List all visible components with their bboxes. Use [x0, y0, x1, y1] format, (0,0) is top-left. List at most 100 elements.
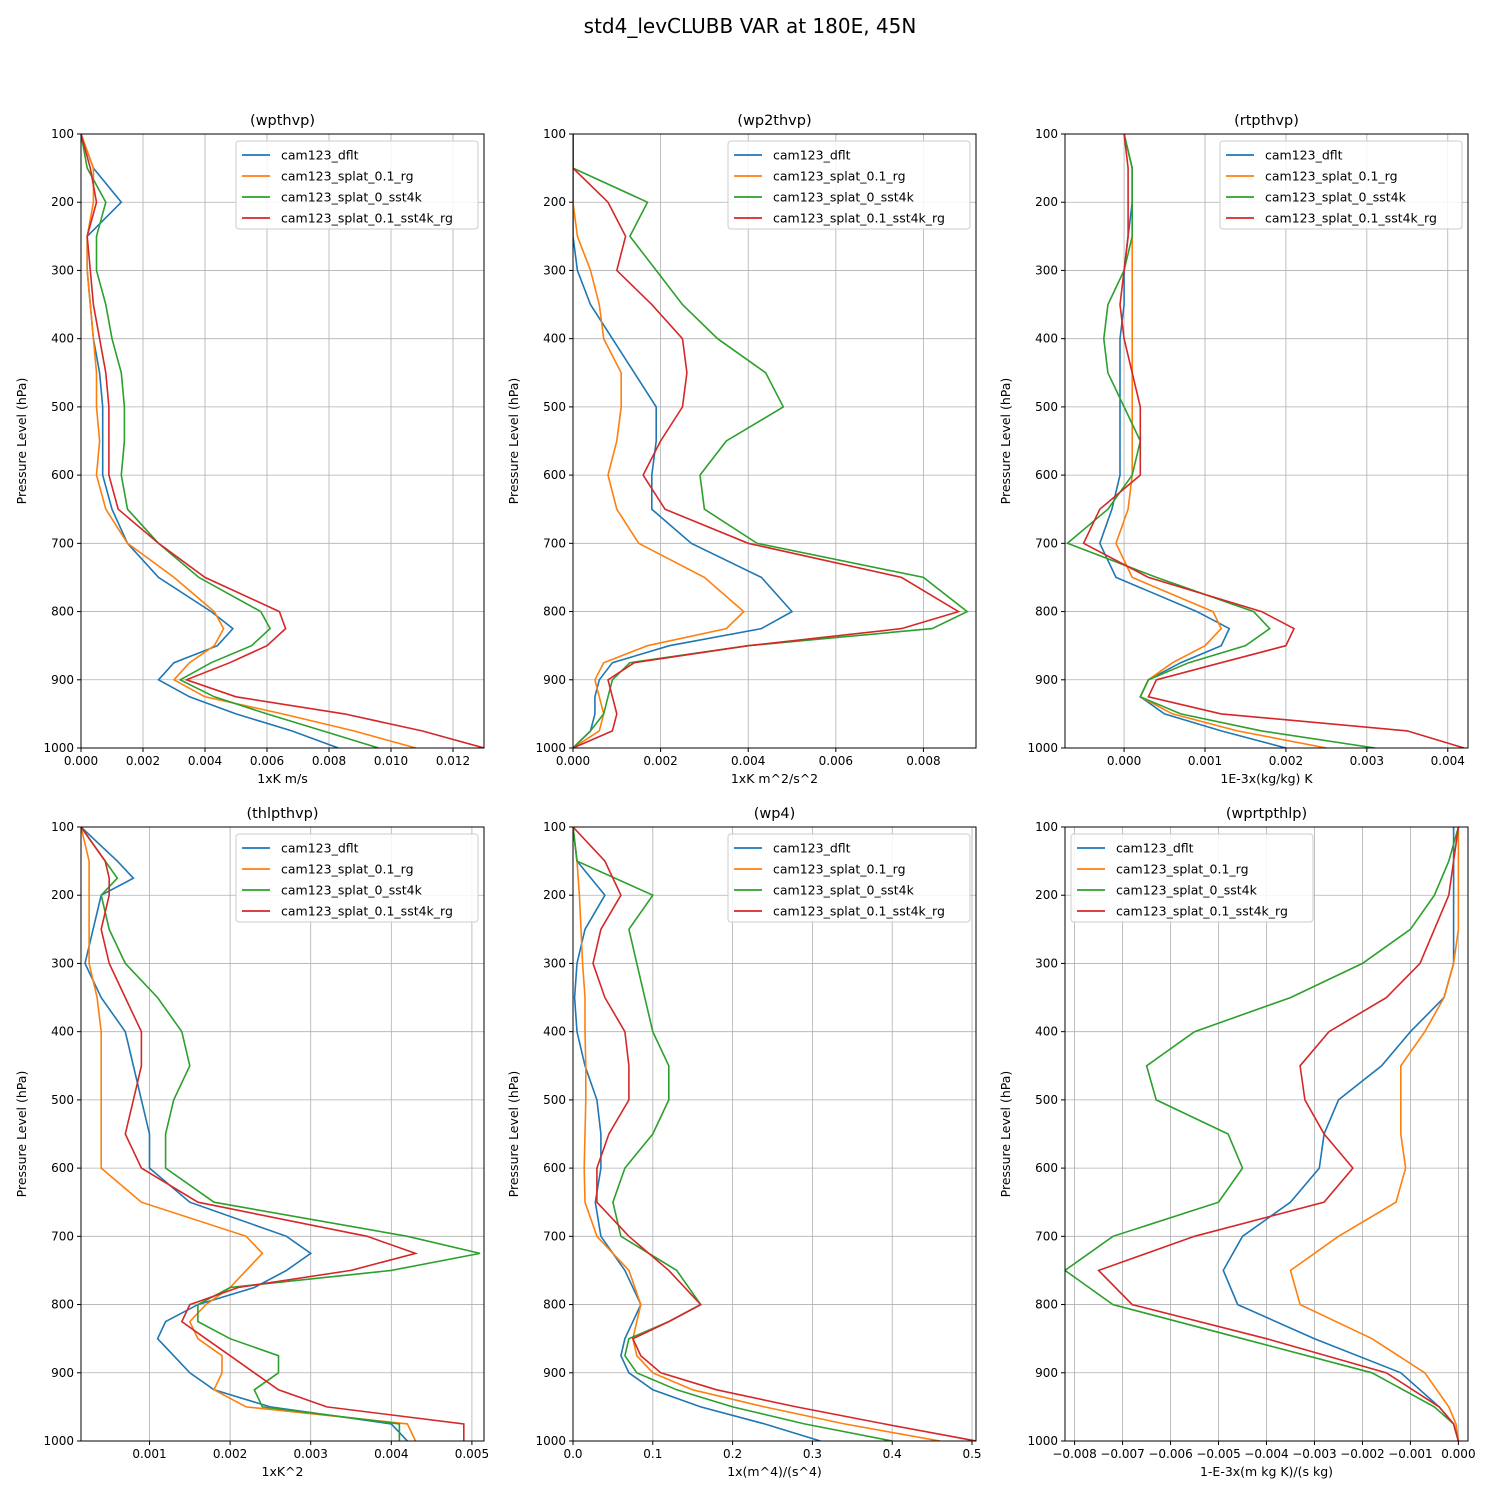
- y-tick-label: 200: [51, 195, 74, 209]
- x-axis-label: 1E-3x(kg/kg) K: [1220, 771, 1313, 786]
- legend-box: [1219, 140, 1463, 230]
- x-tick-label: 0.002: [213, 1447, 247, 1461]
- x-tick-label: 0.000: [64, 754, 98, 768]
- y-tick-label: 500: [1035, 400, 1058, 414]
- y-tick-label: 100: [51, 127, 74, 141]
- y-tick-label: 400: [543, 1025, 566, 1039]
- y-tick-label: 100: [543, 127, 566, 141]
- x-tick-label: −0.004: [1244, 1447, 1288, 1461]
- x-tick-label: 0.2: [723, 1447, 742, 1461]
- series-line-cam123_splat_0.1_sst4k_rg: [1082, 134, 1465, 748]
- y-tick-label: 900: [51, 1366, 74, 1380]
- y-tick-label: 900: [543, 1366, 566, 1380]
- figure-title: std4_levCLUBB VAR at 180E, 45N: [583, 14, 917, 38]
- series-line-cam123_dflt: [81, 827, 408, 1441]
- chart-title: (wp2thvp): [737, 113, 811, 129]
- series-line-cam123_dflt: [573, 827, 821, 1441]
- y-tick-label: 700: [51, 1229, 74, 1243]
- series-line-cam123_splat_0_sst4k: [573, 134, 969, 748]
- series-line-cam123_splat_0.1_sst4k_rg: [81, 827, 465, 1441]
- y-tick-label: 700: [1035, 536, 1058, 550]
- y-tick-label: 900: [51, 673, 74, 687]
- chart-title: (wp4): [754, 806, 796, 822]
- legend-label: cam123_dflt: [773, 841, 851, 856]
- legend-label: cam123_splat_0.1_sst4k_rg: [773, 211, 945, 226]
- x-axis-label: 1xK^2: [262, 1464, 304, 1479]
- series-line-cam123_splat_0.1_rg: [81, 827, 417, 1441]
- series-line-cam123_splat_0.1_sst4k_rg: [81, 134, 484, 748]
- y-tick-label: 800: [1035, 1298, 1058, 1312]
- legend-label: cam123_splat_0_sst4k: [1116, 883, 1258, 898]
- x-tick-label: 0.003: [1350, 754, 1384, 768]
- series-line-cam123_dflt: [1222, 827, 1460, 1441]
- legend-label: cam123_splat_0_sst4k: [281, 190, 423, 205]
- x-tick-label: −0.001: [1388, 1447, 1432, 1461]
- x-axis-label: 1x(m^4)/(s^4): [727, 1464, 822, 1479]
- y-tick-label: 300: [543, 263, 566, 277]
- x-tick-label: 0.008: [906, 754, 940, 768]
- y-tick-label: 300: [1035, 956, 1058, 970]
- x-tick-label: 0.4: [883, 1447, 902, 1461]
- y-axis-label: Pressure Level (hPa): [506, 1071, 521, 1198]
- x-tick-label: −0.003: [1292, 1447, 1336, 1461]
- y-tick-label: 600: [51, 468, 74, 482]
- legend-box: [235, 140, 479, 230]
- y-tick-label: 500: [51, 1093, 74, 1107]
- y-tick-label: 400: [1035, 1025, 1058, 1039]
- legend: cam123_dflt cam123_splat_0.1_rg cam123_spl…: [235, 833, 479, 923]
- x-tick-label: 0.004: [188, 754, 222, 768]
- y-tick-label: 300: [543, 956, 566, 970]
- y-tick-label: 800: [543, 605, 566, 619]
- legend-label: cam123_splat_0.1_sst4k_rg: [1116, 904, 1288, 919]
- y-axis-label: Pressure Level (hPa): [14, 378, 29, 505]
- plot-frame: [572, 133, 977, 749]
- series-line-cam123_splat_0.1_sst4k_rg: [573, 827, 976, 1441]
- x-tick-label: 0.005: [455, 1447, 489, 1461]
- y-tick-label: 400: [51, 332, 74, 346]
- x-tick-label: −0.008: [1052, 1447, 1096, 1461]
- legend-label: cam123_splat_0_sst4k: [1265, 190, 1407, 205]
- y-tick-label: 400: [543, 332, 566, 346]
- series-line-cam123_splat_0.1_rg: [573, 134, 745, 748]
- y-tick-label: 500: [543, 1093, 566, 1107]
- y-tick-label: 800: [51, 1298, 74, 1312]
- x-tick-label: 0.010: [374, 754, 408, 768]
- legend-label: cam123_splat_0.1_sst4k_rg: [281, 904, 453, 919]
- y-tick-label: 600: [543, 1161, 566, 1175]
- y-tick-label: 1000: [43, 741, 74, 755]
- x-tick-label: 0.001: [132, 1447, 166, 1461]
- series-line-cam123_splat_0.1_sst4k_rg: [1097, 827, 1460, 1441]
- series-line-cam123_splat_0.1_rg: [573, 827, 941, 1441]
- x-tick-label: 0.012: [436, 754, 470, 768]
- legend-label: cam123_splat_0.1_sst4k_rg: [1265, 211, 1437, 226]
- y-tick-label: 1000: [1027, 741, 1058, 755]
- legend-label: cam123_splat_0.1_rg: [281, 862, 414, 877]
- y-tick-label: 400: [1035, 332, 1058, 346]
- x-tick-label: 0.0: [563, 1447, 582, 1461]
- y-tick-label: 700: [543, 536, 566, 550]
- x-axis-label: 1-E-3x(m kg K)/(s kg): [1200, 1464, 1333, 1479]
- legend-label: cam123_dflt: [281, 841, 359, 856]
- series-line-cam123_splat_0_sst4k: [1065, 827, 1460, 1441]
- series-line-cam123_splat_0_sst4k: [1065, 134, 1376, 748]
- legend-label: cam123_splat_0_sst4k: [773, 190, 915, 205]
- y-tick-label: 300: [51, 263, 74, 277]
- legend: cam123_dflt cam123_splat_0.1_rg cam123_spl…: [727, 140, 971, 230]
- plot-frame: [572, 826, 977, 1442]
- legend: cam123_dflt cam123_splat_0.1_rg cam123_spl…: [1219, 140, 1463, 230]
- y-tick-label: 900: [1035, 673, 1058, 687]
- plot-frame: [80, 133, 485, 749]
- legend-label: cam123_splat_0_sst4k: [773, 883, 915, 898]
- y-tick-label: 200: [51, 888, 74, 902]
- y-tick-label: 700: [543, 1229, 566, 1243]
- y-tick-label: 600: [51, 1161, 74, 1175]
- y-tick-label: 200: [543, 888, 566, 902]
- series-line-cam123_splat_0.1_rg: [1289, 827, 1460, 1441]
- chart-panel-6: −0.008 −0.007 −0.006 −0.005 −0.004 −0.003 −0.0…: [998, 806, 1476, 1479]
- plot-frame: [80, 826, 485, 1442]
- x-tick-label: 0.000: [1107, 754, 1141, 768]
- y-tick-label: 1000: [43, 1434, 74, 1448]
- y-tick-label: 100: [1035, 820, 1058, 834]
- chart-panel-2: 0.000 0.002 0.004 0.006 0.008 100 200 300 400 500…: [506, 113, 977, 786]
